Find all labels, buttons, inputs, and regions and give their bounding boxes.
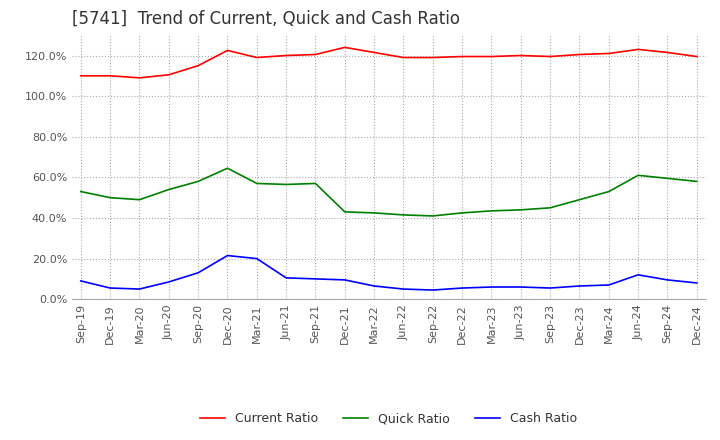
Quick Ratio [399, 212, 408, 217]
Quick Ratio [311, 181, 320, 186]
Current Ratio [135, 75, 144, 81]
Current Ratio [487, 54, 496, 59]
Quick Ratio [253, 181, 261, 186]
Text: [5741]  Trend of Current, Quick and Cash Ratio: [5741] Trend of Current, Quick and Cash … [72, 10, 460, 28]
Cash Ratio [106, 286, 114, 291]
Cash Ratio [76, 278, 85, 283]
Current Ratio [194, 63, 202, 68]
Current Ratio [575, 52, 584, 57]
Quick Ratio [487, 208, 496, 213]
Cash Ratio [311, 276, 320, 282]
Cash Ratio [223, 253, 232, 258]
Cash Ratio [458, 286, 467, 291]
Cash Ratio [693, 280, 701, 286]
Quick Ratio [282, 182, 290, 187]
Line: Quick Ratio: Quick Ratio [81, 168, 697, 216]
Cash Ratio [194, 270, 202, 275]
Quick Ratio [575, 197, 584, 202]
Cash Ratio [341, 277, 349, 282]
Current Ratio [458, 54, 467, 59]
Quick Ratio [223, 165, 232, 171]
Quick Ratio [693, 179, 701, 184]
Current Ratio [282, 53, 290, 58]
Cash Ratio [663, 277, 672, 282]
Cash Ratio [575, 283, 584, 289]
Cash Ratio [253, 256, 261, 261]
Current Ratio [516, 53, 525, 58]
Quick Ratio [605, 189, 613, 194]
Quick Ratio [106, 195, 114, 200]
Cash Ratio [428, 287, 437, 293]
Quick Ratio [663, 176, 672, 181]
Quick Ratio [370, 210, 379, 216]
Current Ratio [106, 73, 114, 78]
Current Ratio [341, 45, 349, 50]
Cash Ratio [487, 284, 496, 290]
Current Ratio [546, 54, 554, 59]
Line: Current Ratio: Current Ratio [81, 48, 697, 78]
Current Ratio [428, 55, 437, 60]
Quick Ratio [341, 209, 349, 215]
Cash Ratio [546, 286, 554, 291]
Current Ratio [634, 47, 642, 52]
Quick Ratio [194, 179, 202, 184]
Quick Ratio [428, 213, 437, 219]
Cash Ratio [516, 284, 525, 290]
Quick Ratio [516, 207, 525, 213]
Cash Ratio [135, 286, 144, 292]
Quick Ratio [546, 205, 554, 210]
Quick Ratio [164, 187, 173, 192]
Cash Ratio [282, 275, 290, 281]
Cash Ratio [399, 286, 408, 292]
Quick Ratio [458, 210, 467, 216]
Current Ratio [253, 55, 261, 60]
Current Ratio [693, 54, 701, 59]
Current Ratio [223, 48, 232, 53]
Current Ratio [663, 50, 672, 55]
Current Ratio [164, 72, 173, 77]
Cash Ratio [634, 272, 642, 278]
Current Ratio [311, 52, 320, 57]
Current Ratio [76, 73, 85, 78]
Current Ratio [605, 51, 613, 56]
Current Ratio [399, 55, 408, 60]
Quick Ratio [135, 197, 144, 202]
Quick Ratio [634, 172, 642, 178]
Legend: Current Ratio, Quick Ratio, Cash Ratio: Current Ratio, Quick Ratio, Cash Ratio [195, 407, 582, 430]
Cash Ratio [605, 282, 613, 288]
Cash Ratio [164, 279, 173, 285]
Line: Cash Ratio: Cash Ratio [81, 256, 697, 290]
Cash Ratio [370, 283, 379, 289]
Quick Ratio [76, 189, 85, 194]
Current Ratio [370, 50, 379, 55]
